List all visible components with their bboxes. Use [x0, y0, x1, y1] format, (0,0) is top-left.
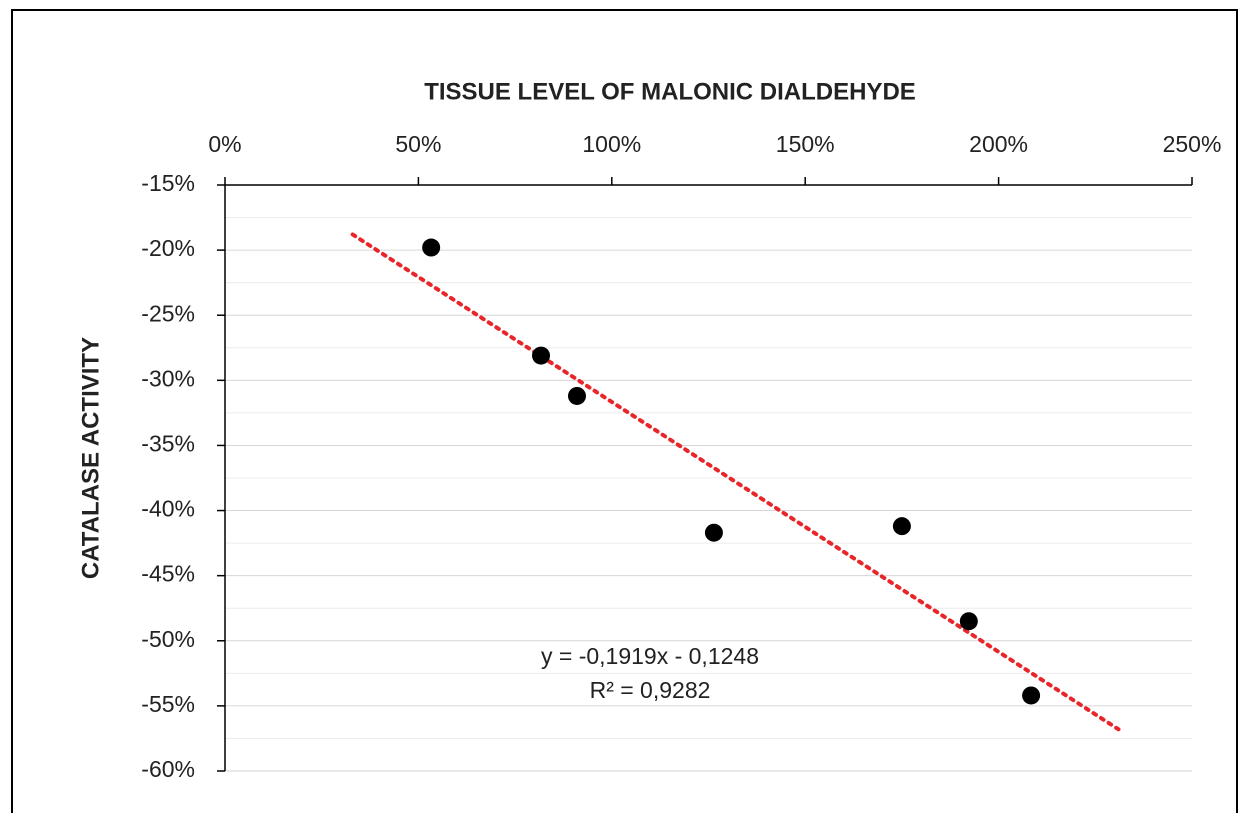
y-axis-label: CATALASE ACTIVITY	[77, 337, 104, 579]
trendline-equation: y = -0,1919x - 0,1248	[541, 643, 759, 669]
y-tick-label: -50%	[141, 626, 195, 652]
chart-frame	[11, 9, 1238, 813]
point	[959, 612, 978, 631]
y-tick-label: -20%	[141, 235, 195, 261]
y-tick-label: -15%	[141, 170, 195, 196]
point	[532, 346, 551, 365]
chart-title: TISSUE LEVEL OF MALONIC DIALDEHYDE	[424, 78, 916, 105]
trendline	[350, 232, 1121, 732]
x-tick-label: 200%	[969, 131, 1028, 157]
point	[1022, 686, 1041, 705]
x-tick-label: 250%	[1163, 131, 1222, 157]
x-tick-label: 50%	[395, 131, 441, 157]
trendline-r2: R² = 0,9282	[590, 677, 711, 703]
y-tick-label: -25%	[141, 300, 195, 326]
y-tick-label: -40%	[141, 496, 195, 522]
y-tick-label: -35%	[141, 431, 195, 457]
y-tick-label: -55%	[141, 691, 195, 717]
point	[567, 386, 586, 405]
point	[422, 238, 441, 257]
x-tick-label: 150%	[776, 131, 835, 157]
point	[704, 523, 723, 542]
y-tick-label: -60%	[141, 756, 195, 782]
y-tick-label: -30%	[141, 365, 195, 391]
x-tick-label: 0%	[208, 131, 241, 157]
y-tick-label: -45%	[141, 561, 195, 587]
x-tick-label: 100%	[582, 131, 641, 157]
point	[892, 517, 911, 536]
